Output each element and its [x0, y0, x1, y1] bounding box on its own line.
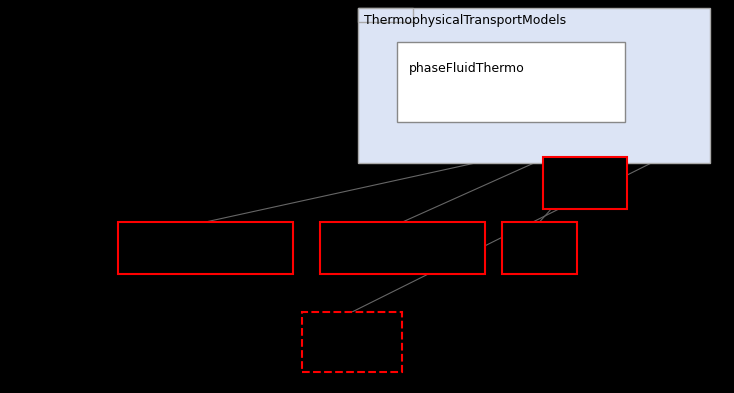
Bar	[543, 157, 627, 209]
Bar	[397, 42, 625, 122]
Bar	[302, 312, 402, 372]
Text: ThermophysicalTransportModels: ThermophysicalTransportModels	[364, 14, 566, 27]
Text: phaseFluidThermo: phaseFluidThermo	[409, 62, 525, 75]
Bar	[358, 8, 413, 22]
Bar	[320, 222, 485, 274]
Bar	[502, 222, 577, 274]
Bar	[118, 222, 293, 274]
Bar	[358, 8, 710, 163]
